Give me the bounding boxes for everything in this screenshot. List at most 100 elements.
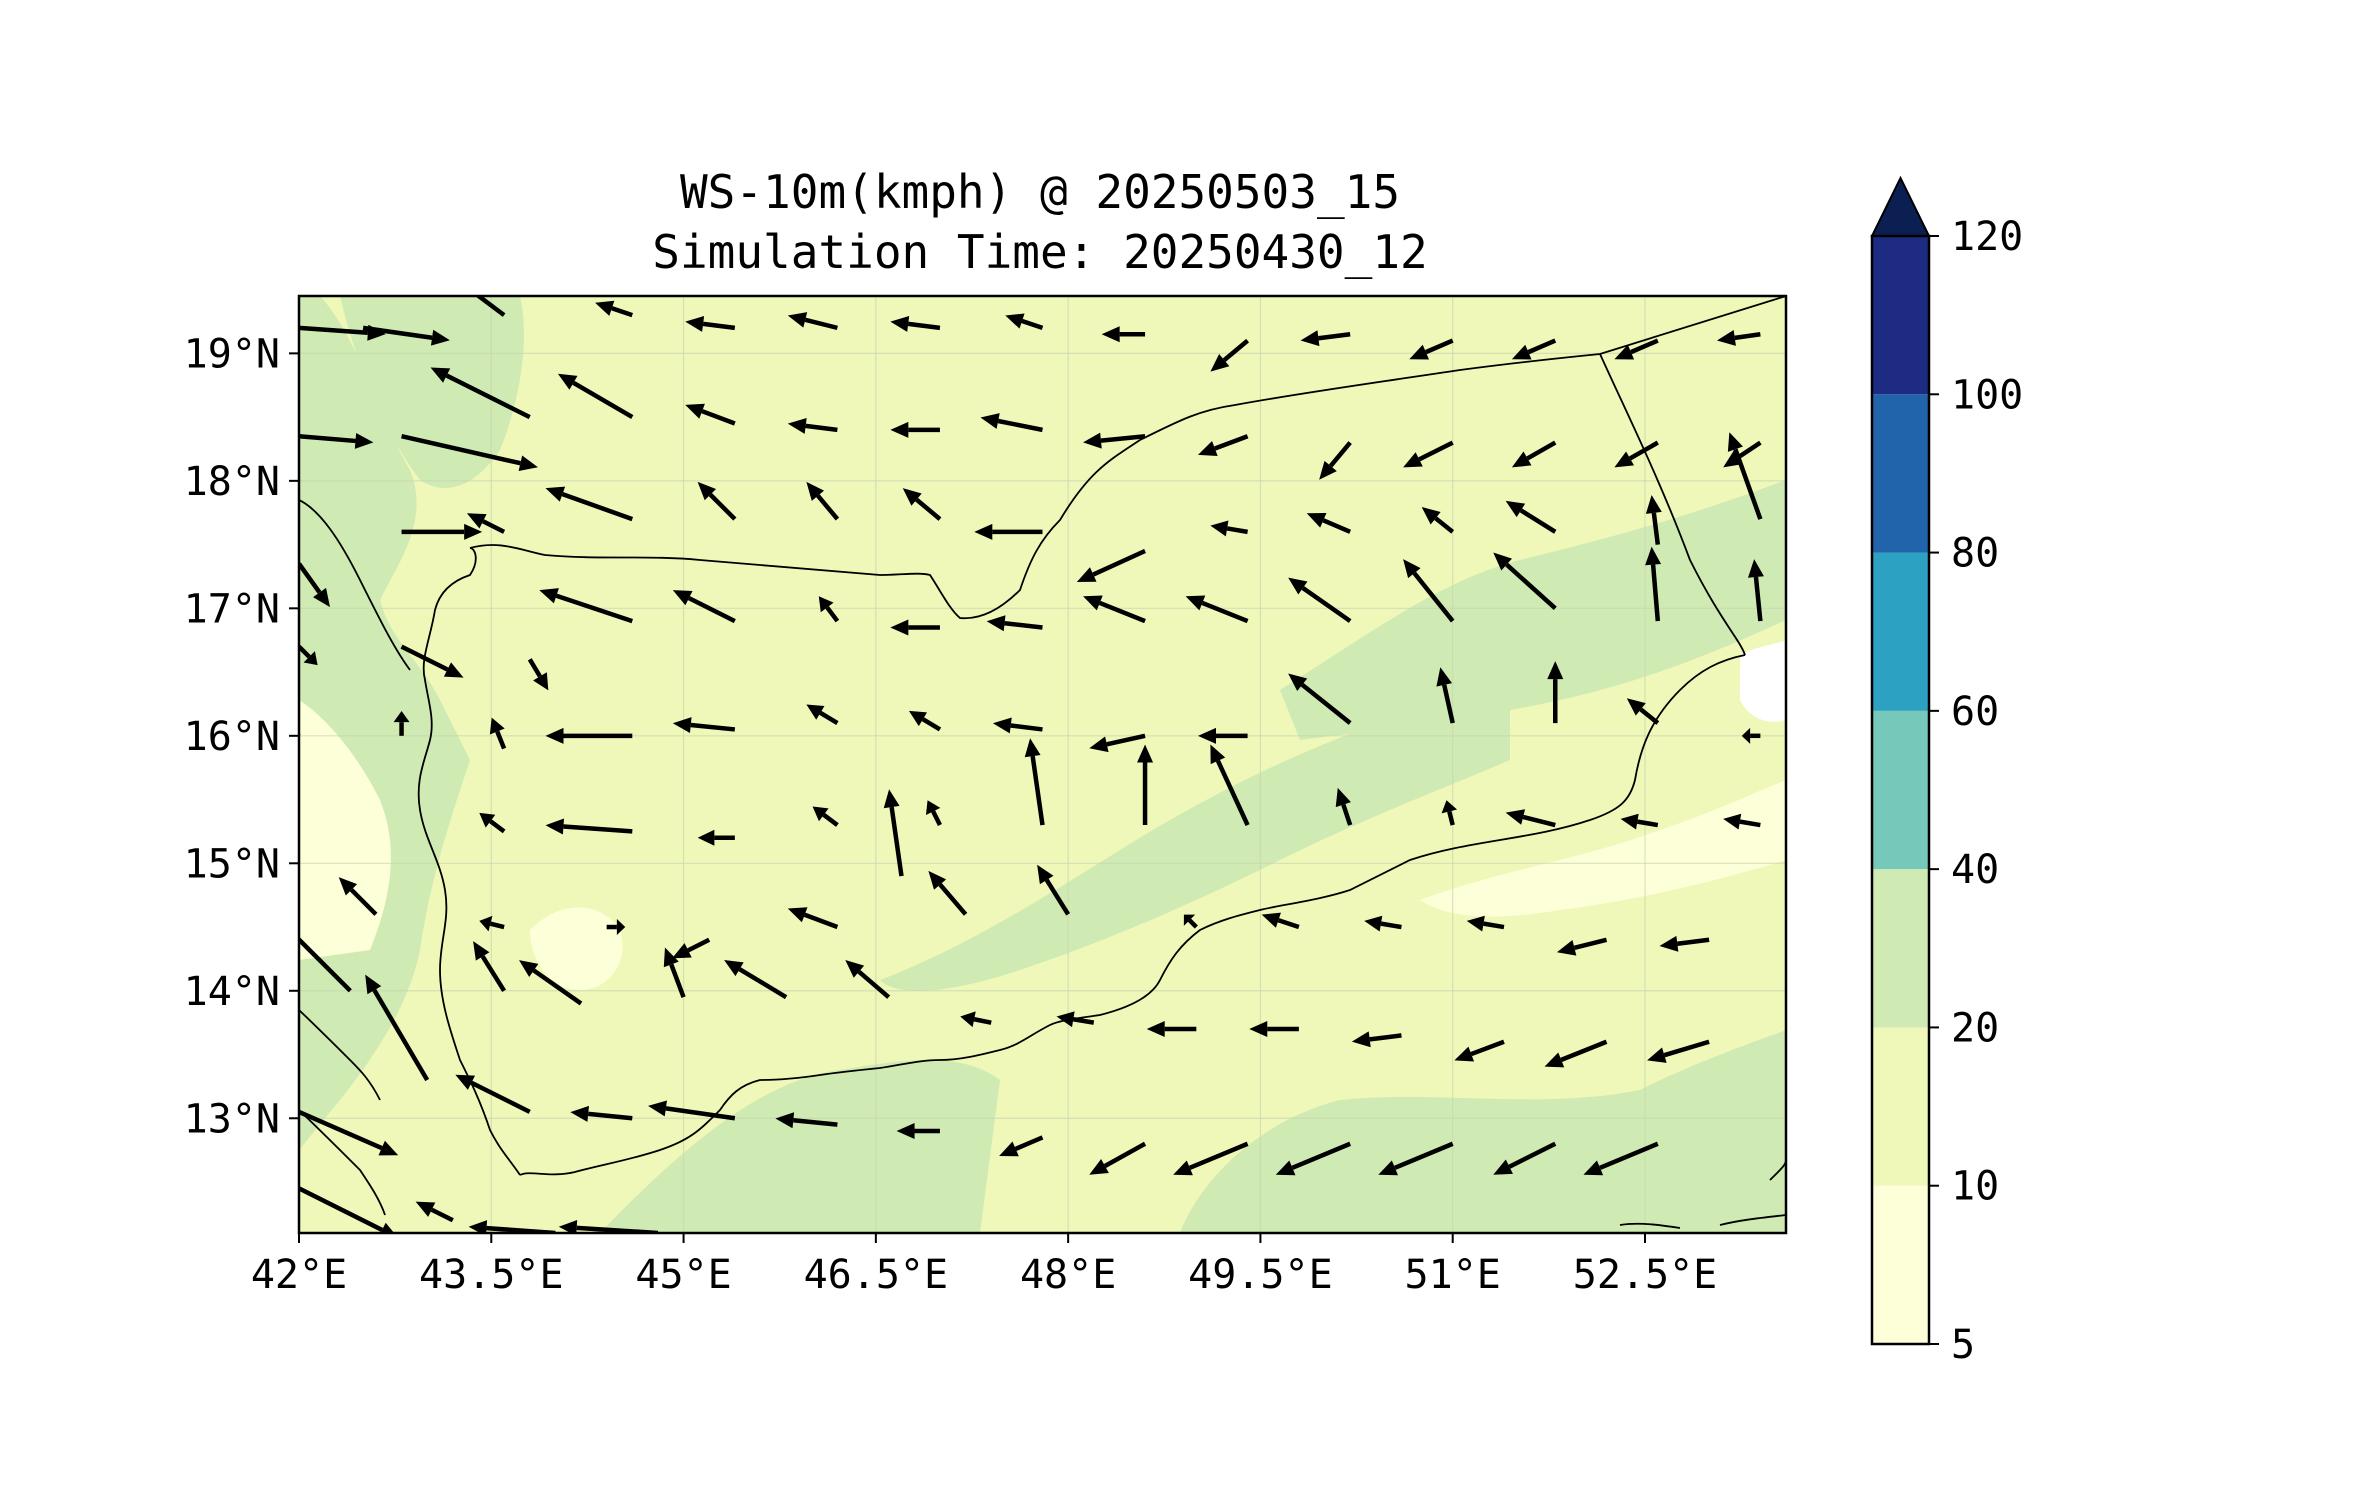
- wind-vector-shaft-40: [1434, 516, 1455, 534]
- wind-vector-head-86: [1620, 813, 1639, 830]
- wind-vector-head-55: [1288, 577, 1308, 595]
- wind-vector-head-16: [518, 455, 538, 472]
- wind-vector-36: [974, 523, 1043, 540]
- wind-vector-73: [1626, 698, 1660, 725]
- wind-vector-shaft-120: [665, 1106, 736, 1121]
- lat-tick-label-3: 16°N: [184, 714, 280, 760]
- wind-vector-12: [1511, 338, 1557, 360]
- wind-vector-shaft-121: [793, 1117, 838, 1127]
- wind-vector-head-113: [1454, 1046, 1475, 1062]
- wind-vector-head-18: [557, 373, 578, 390]
- wind-vector-head-82: [1210, 744, 1226, 765]
- wind-vector-shaft-92: [687, 937, 711, 953]
- colorbar-tick-label-7: 120: [1951, 214, 2023, 260]
- wind-vector-101: [1659, 935, 1710, 952]
- wind-vector-head-69: [1198, 727, 1217, 744]
- wind-vector-shaft-76: [563, 824, 633, 834]
- wind-vector-head-21: [890, 421, 909, 438]
- wind-vector-119: [570, 1105, 633, 1122]
- wind-vector-48: [539, 588, 634, 624]
- wind-vector-shaft-7: [1021, 318, 1044, 331]
- colorbar-segment-5: [1872, 394, 1929, 553]
- wind-vector-shaft-75: [489, 819, 506, 834]
- lon-tick-label-4: 48°E: [1020, 1252, 1116, 1298]
- wind-vector-shaft-71: [1442, 684, 1455, 724]
- wind-vector-shaft-58: [1650, 564, 1661, 622]
- wind-vector-shaft-16: [401, 434, 521, 466]
- wind-vector-shaft-32: [561, 492, 634, 522]
- wind-vector-16: [401, 434, 538, 472]
- wind-vector-32: [545, 486, 634, 522]
- wind-vector-shaft-83: [1341, 803, 1353, 826]
- wind-vector-shaft-102: [299, 936, 352, 993]
- wind-vector-50: [818, 596, 840, 623]
- wind-vector-shaft-48: [555, 593, 634, 624]
- wind-vector-head-128: [1493, 1159, 1513, 1175]
- wind-vector-head-22: [980, 413, 1000, 429]
- wind-vector-68: [1089, 733, 1146, 753]
- wind-vector-89: [338, 877, 378, 916]
- wind-vector-shaft-104: [532, 968, 583, 1006]
- wind-vector-shaft-118: [470, 1080, 531, 1114]
- wind-vector-head-52: [986, 615, 1006, 632]
- wind-vector-head-47: [533, 672, 549, 691]
- wind-vector-shaft-50: [825, 606, 840, 623]
- wind-vector-head-93: [787, 907, 808, 923]
- wind-vector-shaft-105: [669, 963, 686, 998]
- shading-mid-wind-gulf: [1180, 1030, 1786, 1233]
- wind-vector-head-32: [545, 486, 566, 502]
- wind-vector-shaft-37: [1092, 548, 1146, 577]
- wind-vector-shaft-100: [1573, 937, 1608, 951]
- wind-vector-125: [1173, 1141, 1249, 1176]
- wind-vector-head-77: [697, 829, 715, 846]
- wind-vector-head-20: [787, 417, 807, 434]
- wind-vector-head-57: [1493, 552, 1512, 571]
- wind-vector-head-33: [697, 481, 717, 501]
- wind-vector-shaft-116: [372, 988, 430, 1082]
- ethiopia-border: [299, 1009, 381, 1101]
- colorbar-extend-triangle: [1870, 175, 1931, 237]
- wind-vector-shaft-17: [445, 373, 531, 420]
- wind-vector-shaft-1: [362, 325, 433, 340]
- wind-vector-82: [1210, 744, 1250, 826]
- wind-vector-shaft-66: [921, 717, 942, 732]
- wind-vector-shaft-67: [1010, 723, 1043, 732]
- wind-vector-shaft-26: [1418, 440, 1454, 462]
- wind-vector-34: [806, 481, 840, 521]
- wind-vector-shaft-56: [1412, 571, 1455, 623]
- wind-vector-3: [595, 300, 634, 318]
- wind-vector-head-6: [890, 315, 910, 332]
- wind-vector-head-70: [1288, 673, 1308, 691]
- wind-vector-35: [902, 488, 942, 521]
- wind-vector-shaft-109: [1072, 1017, 1095, 1025]
- wind-vector-128: [1493, 1141, 1557, 1175]
- wind-vector-head-12: [1511, 344, 1532, 360]
- lat-tick-label-5: 18°N: [184, 459, 280, 505]
- wind-vector-head-39: [1306, 512, 1327, 528]
- wind-vector-55: [1288, 577, 1352, 623]
- wind-vector-head-111: [1249, 1021, 1268, 1038]
- wind-vector-head-35: [902, 488, 922, 506]
- wind-vector-head-81: [1137, 744, 1154, 763]
- southern-coastline: [519, 654, 1746, 1176]
- wind-vector-126: [1275, 1141, 1352, 1176]
- wind-vector-head-105: [663, 947, 679, 968]
- wind-vector-head-74: [1741, 727, 1751, 744]
- wind-vector-shaft-6: [907, 321, 941, 331]
- shading-mid-wind-northeast: [1280, 480, 1786, 740]
- wind-vector-30: [401, 523, 483, 540]
- wind-vector-85: [1505, 809, 1556, 828]
- wind-vector-head-73: [1626, 698, 1646, 716]
- colorbar: 5 10 20 40 60 80 100 120: [1870, 175, 2023, 1368]
- wind-vector-shaft-44: [299, 562, 322, 594]
- wind-vector-92: [672, 937, 711, 959]
- wind-vector-shaft-24: [1214, 434, 1249, 451]
- wind-vector-8: [1101, 326, 1146, 343]
- colorbar-tick-label-2: 20: [1951, 1005, 1999, 1051]
- wind-vector-44: [299, 562, 330, 608]
- wind-vector-112: [1351, 1031, 1402, 1048]
- wind-vector-65: [806, 704, 839, 725]
- wind-vector-109: [1056, 1011, 1095, 1028]
- wind-vector-head-63: [545, 727, 564, 744]
- wind-vector-head-124: [1089, 1159, 1109, 1175]
